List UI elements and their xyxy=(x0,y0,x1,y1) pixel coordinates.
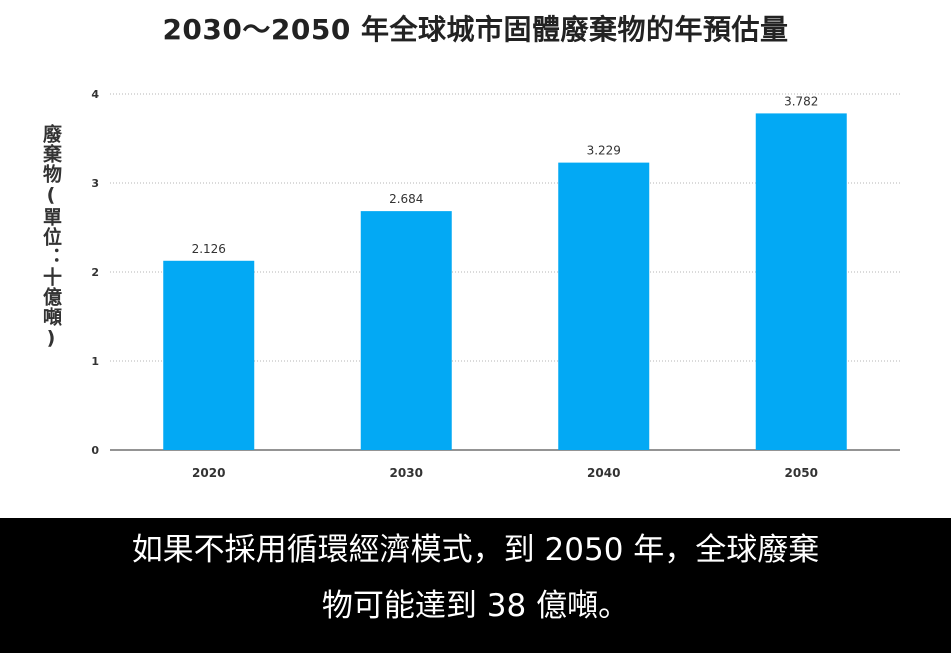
subtitle-caption: 如果不採用循環經濟模式，到 2050 年，全球廢棄 物可能達到 38 億噸。 xyxy=(0,522,951,634)
y-tick-label-2: 2 xyxy=(91,266,99,279)
x-tick-label-2040: 2040 xyxy=(587,466,620,480)
x-tick-label-2050: 2050 xyxy=(785,466,818,480)
caption-line-1: 如果不採用循環經濟模式，到 2050 年，全球廢棄 xyxy=(131,532,820,568)
x-tick-label-2020: 2020 xyxy=(192,466,225,480)
y-tick-label-0: 0 xyxy=(91,444,99,457)
x-tick-label-2030: 2030 xyxy=(390,466,423,480)
y-axis-label: 廢棄物(單位：十億噸) xyxy=(40,124,62,350)
bar-2030 xyxy=(360,211,452,450)
data-label-2020: 2.126 xyxy=(192,242,226,256)
y-tick-label-3: 3 xyxy=(91,177,99,190)
bar-chart: 0 1 2 3 4 2.126 2020 2.684 2030 3.229 2040 3.782 205… xyxy=(91,88,900,480)
bar-2020 xyxy=(163,260,255,450)
y-tick-label-1: 1 xyxy=(91,355,99,368)
data-label-2050: 3.782 xyxy=(784,94,818,108)
chart-panel: 2030～2050 年全球城市固體廢棄物的年預估量 廢棄物(單位：十億噸) 0 1… xyxy=(0,0,951,518)
data-label-2030: 2.684 xyxy=(389,192,423,206)
bar-2050 xyxy=(755,113,847,450)
bar-2040 xyxy=(558,162,650,450)
data-label-2040: 3.229 xyxy=(587,144,621,158)
caption-line-2: 物可能達到 38 億噸。 xyxy=(321,588,630,624)
chart-title: 2030～2050 年全球城市固體廢棄物的年預估量 xyxy=(162,13,789,46)
y-tick-label-4: 4 xyxy=(91,88,99,101)
